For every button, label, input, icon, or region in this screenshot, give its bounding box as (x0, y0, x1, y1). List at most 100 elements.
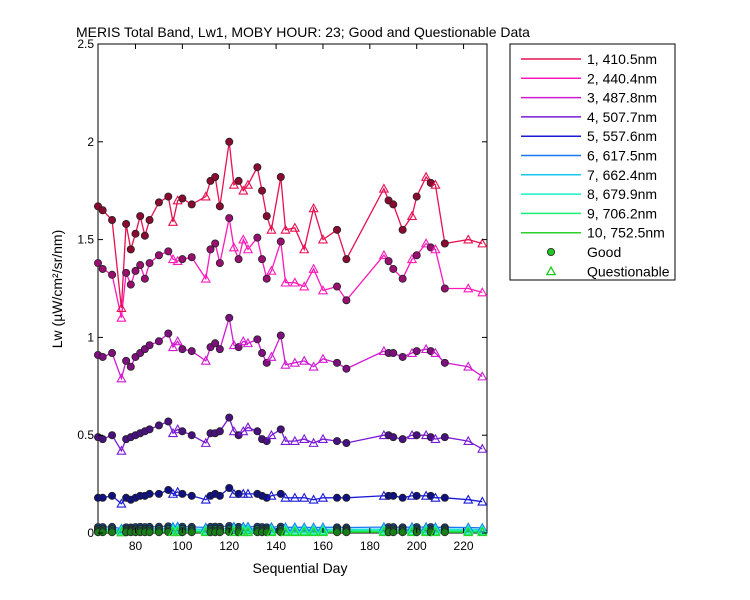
good-point (253, 335, 262, 344)
questionable-point (477, 371, 488, 381)
y-axis-label: Lw (µW/cm²/sr/nm) (49, 230, 65, 349)
good-point (164, 192, 173, 201)
good-point (253, 427, 262, 436)
good-point (154, 528, 163, 537)
good-point (187, 491, 196, 500)
legend-label-good: Good (587, 244, 621, 260)
questionable-point (430, 347, 441, 357)
questionable-point (299, 433, 310, 444)
questionable-point (308, 202, 319, 213)
good-point (122, 356, 131, 365)
good-point (412, 431, 421, 440)
questionable-point (463, 522, 474, 532)
questionable-point (299, 281, 310, 291)
good-point (98, 528, 107, 537)
good-point (211, 173, 220, 182)
good-point (215, 345, 224, 354)
good-point (333, 437, 342, 446)
questionable-point (280, 492, 291, 502)
questionable-point (289, 492, 300, 502)
good-point (215, 528, 224, 537)
y-tick-label: 1.5 (77, 233, 94, 247)
axis-layer: 80 100 120 140 160 180 200 220 0 0.5 1 1.5 2 2.5 (77, 37, 487, 553)
good-point (342, 493, 351, 502)
good-point (440, 239, 449, 248)
x-tick-label: 220 (454, 539, 474, 553)
questionable-point (308, 524, 319, 534)
questionable-point (280, 277, 291, 287)
good-point (440, 528, 449, 537)
good-point (187, 431, 196, 440)
questionable-point (477, 496, 488, 506)
legend-label: 8, 679.9nm (587, 186, 657, 202)
good-point (154, 489, 163, 498)
questionable-point (477, 443, 488, 453)
good-point (333, 528, 342, 537)
questionable-point (266, 351, 277, 361)
good-point (145, 489, 154, 498)
good-point (258, 349, 267, 358)
questionable-point (266, 265, 277, 275)
good-point (154, 421, 163, 430)
x-axis-label: Sequential Day (253, 560, 348, 576)
good-point (389, 200, 398, 209)
questionable-point (266, 526, 277, 537)
questionable-point (242, 521, 254, 531)
chart-title: MERIS Total Band, Lw1, MOBY HOUR: 23; Go… (76, 24, 530, 40)
good-point (333, 225, 342, 234)
questionable-point (238, 185, 249, 195)
legend-label-questionable: Questionable (587, 263, 670, 279)
questionable-point (317, 285, 329, 295)
good-point (136, 261, 145, 270)
x-tick-label: 140 (266, 539, 286, 553)
good-point (126, 362, 135, 371)
x-tick-label: 160 (313, 539, 333, 553)
good-point (342, 296, 351, 305)
questionable-point (200, 191, 211, 201)
y-tick-label: 2.5 (77, 37, 94, 51)
questionable-point (299, 526, 310, 537)
good-point (440, 358, 449, 367)
questionable-point (420, 171, 432, 181)
good-point (389, 491, 398, 500)
questionable-point (308, 494, 319, 504)
questionable-point (289, 222, 300, 232)
questionable-point (289, 525, 300, 535)
questionable-point (116, 445, 127, 455)
questionable-point (430, 433, 441, 444)
good-point (389, 264, 398, 273)
questionable-point (463, 494, 474, 504)
questionable-point (228, 242, 240, 252)
legend: 1, 410.5nm 2, 440.4nm 3, 487.8nm 4, 507.7nm… (509, 43, 676, 281)
good-point (98, 493, 107, 502)
good-point (262, 358, 271, 367)
good-point (215, 427, 224, 436)
questionable-point (242, 523, 254, 534)
questionable-point (242, 244, 254, 254)
questionable-point (308, 525, 319, 535)
good-point (187, 253, 196, 262)
good-point (342, 364, 351, 373)
good-point (98, 206, 107, 215)
good-point (108, 528, 117, 537)
questionable-point (430, 492, 441, 502)
questionable-point (477, 287, 488, 297)
y-tick-label: 1 (87, 330, 94, 344)
good-point (412, 251, 421, 260)
questionable-point (238, 335, 249, 346)
questionable-point (289, 357, 300, 367)
good-point (211, 339, 220, 348)
questionable-point (308, 361, 319, 371)
good-point (98, 264, 107, 273)
good-point (206, 245, 215, 254)
good-point (225, 214, 234, 223)
questionable-point (299, 355, 310, 365)
questionable-point (308, 526, 319, 537)
good-point (225, 484, 234, 493)
questionable-point (317, 234, 329, 244)
good-point (187, 528, 196, 537)
questionable-point (280, 435, 291, 445)
questionable-point (463, 525, 474, 535)
questionable-point (463, 234, 474, 244)
